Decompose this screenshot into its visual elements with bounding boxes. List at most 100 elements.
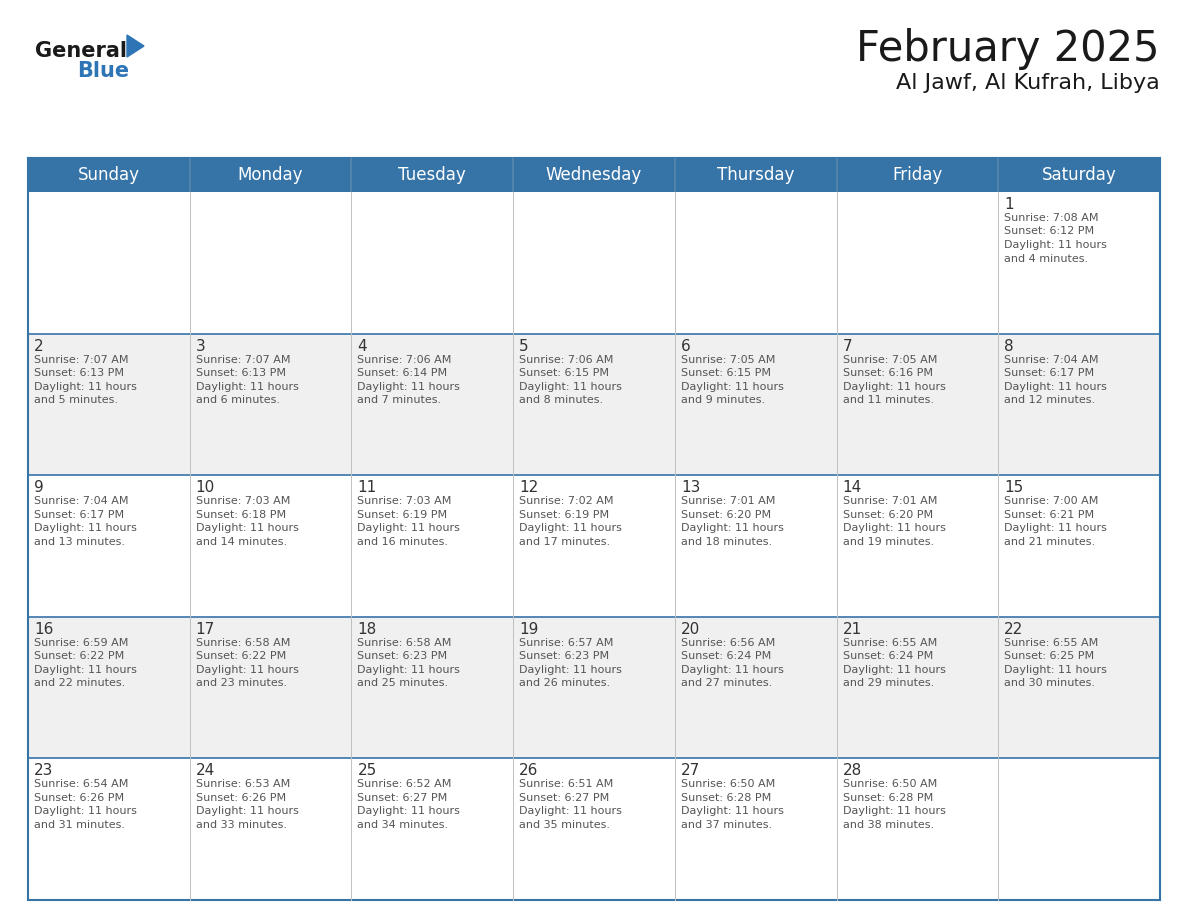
Text: 10: 10 [196,480,215,495]
Text: 8: 8 [1004,339,1013,353]
Text: Sunset: 6:13 PM: Sunset: 6:13 PM [34,368,124,378]
Text: Daylight: 11 hours: Daylight: 11 hours [358,382,460,392]
Bar [352,333,513,476]
Text: Sunset: 6:19 PM: Sunset: 6:19 PM [358,509,448,520]
Text: Sunrise: 7:03 AM: Sunrise: 7:03 AM [196,497,290,506]
Text: and 26 minutes.: and 26 minutes. [519,678,611,688]
Text: Sunrise: 6:55 AM: Sunrise: 6:55 AM [1004,638,1099,648]
Text: Daylight: 11 hours: Daylight: 11 hours [196,806,298,816]
Polygon shape [127,35,144,57]
Text: Daylight: 11 hours: Daylight: 11 hours [842,665,946,675]
Text: Blue: Blue [77,61,129,81]
Text: Sunset: 6:26 PM: Sunset: 6:26 PM [34,793,124,803]
Text: Sunrise: 6:53 AM: Sunrise: 6:53 AM [196,779,290,789]
Text: and 16 minutes.: and 16 minutes. [358,537,448,547]
Text: Sunset: 6:21 PM: Sunset: 6:21 PM [1004,509,1094,520]
Bar [998,617,1159,758]
Text: and 9 minutes.: and 9 minutes. [681,395,765,405]
Text: Monday: Monday [238,166,303,184]
Text: Sunset: 6:25 PM: Sunset: 6:25 PM [1004,651,1094,661]
Text: Sunrise: 7:06 AM: Sunrise: 7:06 AM [519,354,613,364]
Text: 16: 16 [34,621,53,637]
Text: 18: 18 [358,621,377,637]
Text: Wednesday: Wednesday [545,166,643,184]
Text: and 17 minutes.: and 17 minutes. [519,537,611,547]
Bar [190,192,352,333]
Text: Sunrise: 7:07 AM: Sunrise: 7:07 AM [196,354,290,364]
Text: Daylight: 11 hours: Daylight: 11 hours [842,806,946,816]
Text: 11: 11 [358,480,377,495]
Text: and 25 minutes.: and 25 minutes. [358,678,449,688]
Text: Sunrise: 6:50 AM: Sunrise: 6:50 AM [842,779,937,789]
Text: and 13 minutes.: and 13 minutes. [34,537,125,547]
Bar [190,758,352,900]
Text: Sunrise: 6:54 AM: Sunrise: 6:54 AM [34,779,128,789]
Text: and 7 minutes.: and 7 minutes. [358,395,442,405]
Text: and 31 minutes.: and 31 minutes. [34,820,125,830]
Text: Sunrise: 7:04 AM: Sunrise: 7:04 AM [34,497,128,506]
Text: Daylight: 11 hours: Daylight: 11 hours [519,382,623,392]
Text: Daylight: 11 hours: Daylight: 11 hours [358,523,460,533]
Text: Daylight: 11 hours: Daylight: 11 hours [34,806,137,816]
Text: Sunrise: 7:01 AM: Sunrise: 7:01 AM [681,497,776,506]
Text: 7: 7 [842,339,852,353]
Text: Sunset: 6:18 PM: Sunset: 6:18 PM [196,509,286,520]
Bar [675,192,836,333]
Bar [29,758,190,900]
Text: Sunset: 6:15 PM: Sunset: 6:15 PM [519,368,609,378]
Text: Tuesday: Tuesday [398,166,466,184]
Text: Sunrise: 7:02 AM: Sunrise: 7:02 AM [519,497,614,506]
Text: 15: 15 [1004,480,1024,495]
Text: 26: 26 [519,764,538,778]
Text: Daylight: 11 hours: Daylight: 11 hours [34,523,137,533]
Bar [352,476,513,617]
Text: Sunset: 6:17 PM: Sunset: 6:17 PM [34,509,124,520]
Text: Sunset: 6:27 PM: Sunset: 6:27 PM [358,793,448,803]
Text: 27: 27 [681,764,700,778]
Text: and 38 minutes.: and 38 minutes. [842,820,934,830]
Text: 22: 22 [1004,621,1024,637]
Text: 5: 5 [519,339,529,353]
Text: Sunset: 6:13 PM: Sunset: 6:13 PM [196,368,286,378]
Text: Daylight: 11 hours: Daylight: 11 hours [681,523,784,533]
Bar [998,476,1159,617]
Bar [675,758,836,900]
Text: and 22 minutes.: and 22 minutes. [34,678,125,688]
Text: Daylight: 11 hours: Daylight: 11 hours [196,523,298,533]
Text: and 37 minutes.: and 37 minutes. [681,820,772,830]
Text: Sunset: 6:20 PM: Sunset: 6:20 PM [842,509,933,520]
Bar [352,617,513,758]
Text: Sunrise: 7:04 AM: Sunrise: 7:04 AM [1004,354,1099,364]
Bar [675,617,836,758]
Text: Daylight: 11 hours: Daylight: 11 hours [196,382,298,392]
Text: Daylight: 11 hours: Daylight: 11 hours [681,806,784,816]
Text: and 8 minutes.: and 8 minutes. [519,395,604,405]
Text: and 12 minutes.: and 12 minutes. [1004,395,1095,405]
Text: 1: 1 [1004,197,1013,212]
Bar [29,158,1159,192]
Text: Sunset: 6:26 PM: Sunset: 6:26 PM [196,793,286,803]
Bar [513,333,675,476]
Text: Daylight: 11 hours: Daylight: 11 hours [358,806,460,816]
Text: Saturday: Saturday [1042,166,1117,184]
Text: Sunrise: 6:56 AM: Sunrise: 6:56 AM [681,638,775,648]
Bar [836,476,998,617]
Text: Sunrise: 7:05 AM: Sunrise: 7:05 AM [842,354,937,364]
Text: Daylight: 11 hours: Daylight: 11 hours [34,665,137,675]
Bar [190,617,352,758]
Text: Al Jawf, Al Kufrah, Libya: Al Jawf, Al Kufrah, Libya [896,73,1159,93]
Bar [513,476,675,617]
Text: Sunrise: 7:00 AM: Sunrise: 7:00 AM [1004,497,1099,506]
Text: 28: 28 [842,764,861,778]
Text: Friday: Friday [892,166,942,184]
Text: and 21 minutes.: and 21 minutes. [1004,537,1095,547]
Text: 4: 4 [358,339,367,353]
Text: 6: 6 [681,339,690,353]
Text: Sunset: 6:19 PM: Sunset: 6:19 PM [519,509,609,520]
Text: 2: 2 [34,339,44,353]
Text: Sunset: 6:24 PM: Sunset: 6:24 PM [681,651,771,661]
Text: Daylight: 11 hours: Daylight: 11 hours [842,523,946,533]
Text: Sunrise: 6:50 AM: Sunrise: 6:50 AM [681,779,775,789]
Text: Sunset: 6:16 PM: Sunset: 6:16 PM [842,368,933,378]
Bar [513,617,675,758]
